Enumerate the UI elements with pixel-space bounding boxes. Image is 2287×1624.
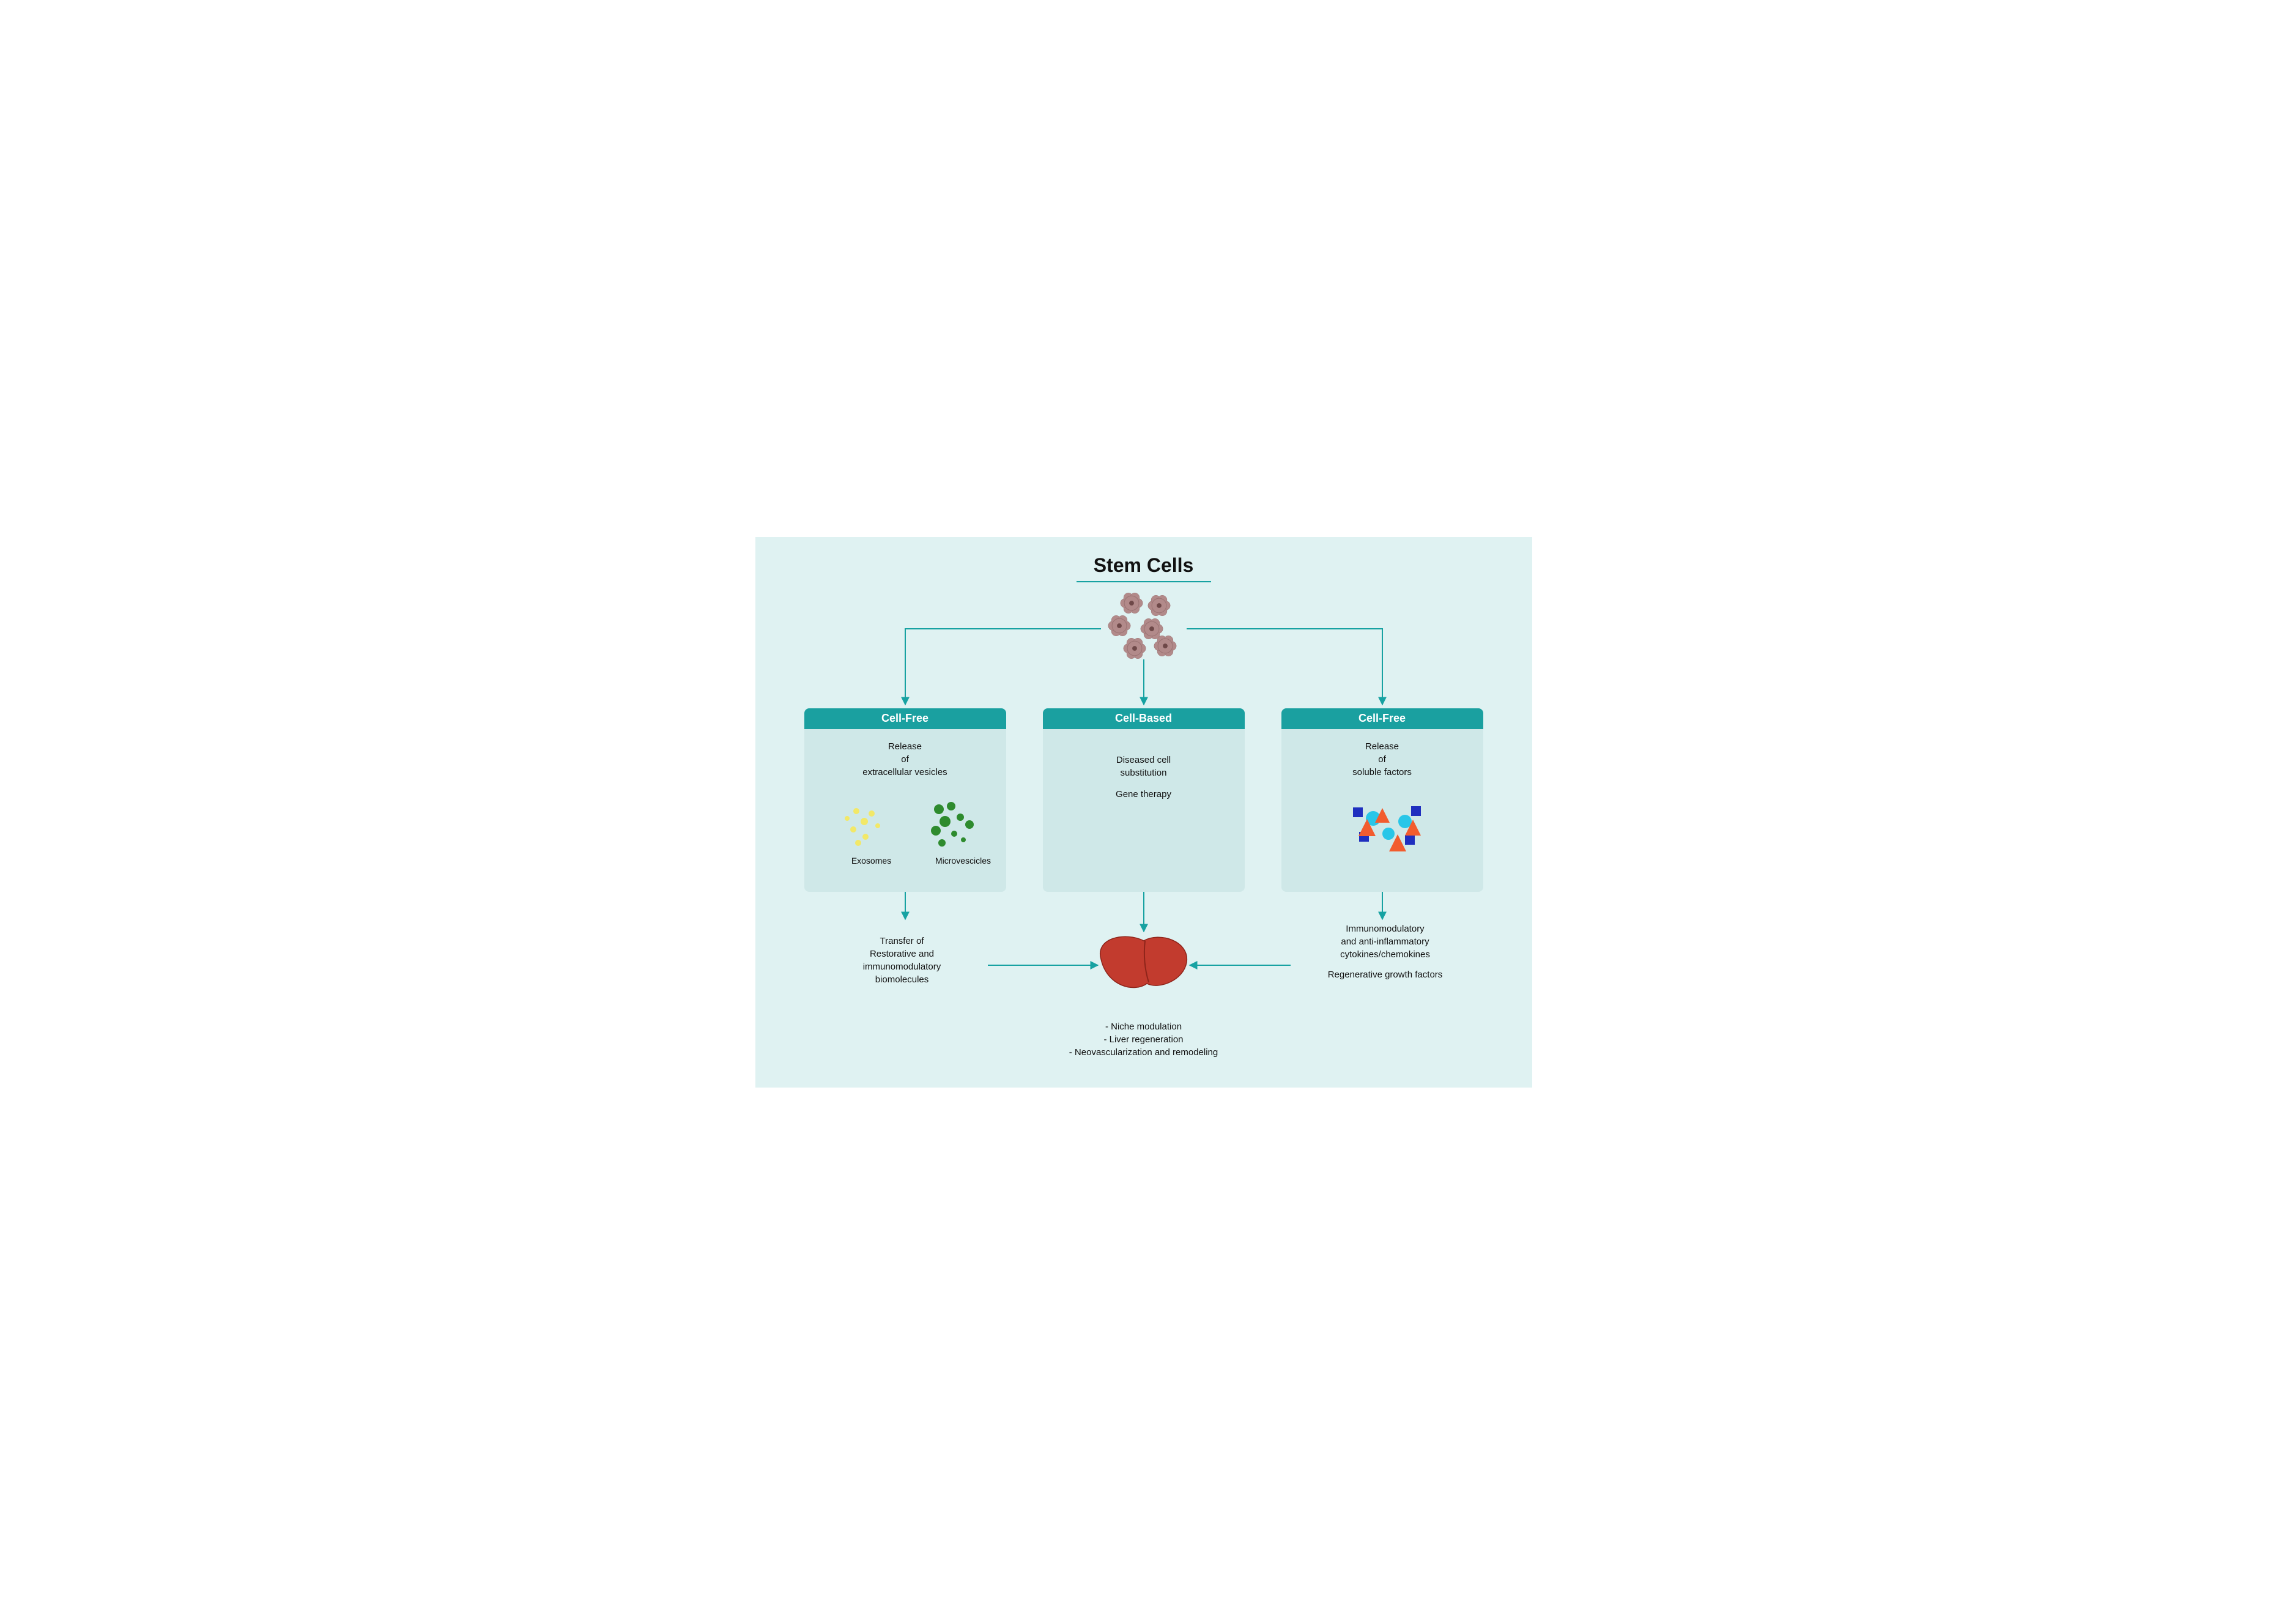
- left-body-line1: Release: [810, 740, 1000, 753]
- outcome-left-l4: biomolecules: [823, 973, 982, 986]
- outcome-right-l3: cytokines/chemokines: [1294, 948, 1477, 961]
- stem-cell-icon: [1140, 618, 1162, 639]
- panel-header-mid: Cell-Based: [1043, 708, 1245, 729]
- outcome-bottom: - Niche modulation - Liver regeneration …: [1043, 1020, 1245, 1059]
- panel-body-mid: Diseased cell substitution Gene therapy: [1043, 729, 1245, 807]
- stem-cell-icon: [1123, 638, 1145, 659]
- right-body-line3: soluble factors: [1288, 766, 1477, 779]
- outcome-right-l2: and anti-inflammatory: [1294, 935, 1477, 948]
- spacer: [1294, 961, 1477, 968]
- right-body-line2: of: [1288, 753, 1477, 766]
- outcome-left-l2: Restorative and: [823, 947, 982, 960]
- outcome-bottom-b1: - Niche modulation: [1043, 1020, 1245, 1033]
- panel-header-left: Cell-Free: [804, 708, 1006, 729]
- outcome-right: Immunomodulatory and anti-inflammatory c…: [1294, 922, 1477, 981]
- mid-body-line4: Gene therapy: [1049, 788, 1239, 801]
- liver-cleft: [1144, 941, 1148, 982]
- panel-cell-free-right: Cell-Free Release of soluble factors: [1281, 708, 1483, 892]
- left-body-line2: of: [810, 753, 1000, 766]
- panel-body-left: Release of extracellular vesicles: [804, 729, 1006, 785]
- panel-body-right: Release of soluble factors: [1281, 729, 1483, 785]
- right-body-line1: Release: [1288, 740, 1477, 753]
- mid-body-line2: substitution: [1049, 766, 1239, 779]
- outcome-right-l5: Regenerative growth factors: [1294, 968, 1477, 981]
- left-body-line3: extracellular vesicles: [810, 766, 1000, 779]
- outcome-left-l3: immunomodulatory: [823, 960, 982, 973]
- label-microvesicles: Microvescicles: [927, 855, 1000, 867]
- outcome-bottom-b3: - Neovascularization and remodeling: [1043, 1046, 1245, 1059]
- stem-cell-icon: [1154, 636, 1176, 656]
- stem-cell-icon: [1147, 595, 1169, 616]
- stem-cell-icon: [1120, 593, 1142, 614]
- outcome-bottom-b2: - Liver regeneration: [1043, 1033, 1245, 1046]
- panel-cell-based: Cell-Based Diseased cell substitution Ge…: [1043, 708, 1245, 892]
- title-underline: [1077, 581, 1211, 582]
- stem-cell-icon: [1108, 615, 1130, 636]
- label-exosomes: Exosomes: [841, 855, 902, 867]
- liver-icon: [1100, 936, 1187, 987]
- panel-header-right: Cell-Free: [1281, 708, 1483, 729]
- mid-body-line1: Diseased cell: [1049, 754, 1239, 766]
- spacer: [1049, 779, 1239, 788]
- outcome-right-l1: Immunomodulatory: [1294, 922, 1477, 935]
- outcome-left: Transfer of Restorative and immunomodula…: [823, 935, 982, 986]
- outcome-left-l1: Transfer of: [823, 935, 982, 947]
- page-title: Stem Cells: [1094, 554, 1194, 577]
